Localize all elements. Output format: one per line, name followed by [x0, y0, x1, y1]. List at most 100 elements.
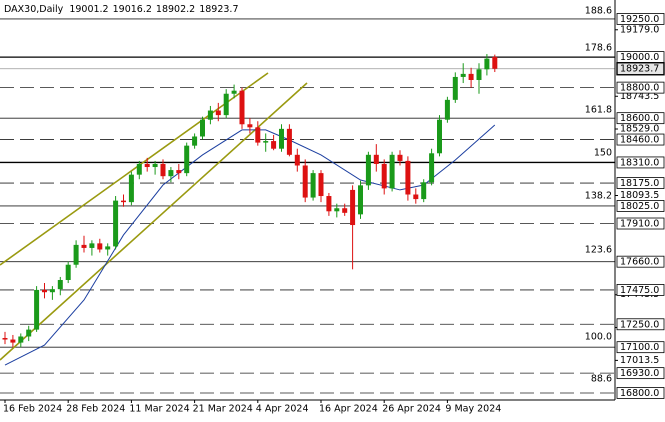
level-label: 18175.0	[620, 178, 659, 189]
candle-body	[136, 163, 142, 175]
candle-body	[484, 58, 490, 70]
x-tick-label: 9 May 2024	[445, 404, 501, 415]
candle-body	[34, 289, 40, 330]
level-label: 17660.0	[620, 257, 659, 268]
candle-body	[302, 165, 308, 198]
level-box	[616, 177, 665, 189]
candle-body	[286, 128, 292, 155]
candle-body	[152, 163, 158, 168]
candle-body	[397, 154, 403, 161]
candle-body	[160, 163, 166, 177]
level-box	[616, 284, 665, 296]
candle-body	[279, 128, 284, 149]
axis-labels: 19179.018743.518529.018093.517443.517229…	[3, 5, 665, 415]
fib-label: 138.2	[585, 191, 612, 202]
fib-label: 100.0	[585, 332, 612, 343]
candle-body	[176, 170, 182, 174]
candle-body	[358, 185, 363, 215]
header-close: 18923.7	[199, 4, 238, 15]
level-label: 17100.0	[620, 342, 659, 353]
x-tick-label: 4 Apr 2024	[256, 404, 309, 415]
level-label: 18310.0	[620, 157, 659, 168]
candle-body	[492, 56, 498, 69]
level-box	[616, 255, 665, 268]
fib-label: 161.8	[585, 105, 612, 116]
candle-body	[460, 73, 466, 77]
level-label: 16930.0	[620, 368, 659, 379]
candle-body	[429, 153, 435, 183]
candles	[2, 54, 498, 366]
level-label: 18025.0	[620, 201, 659, 212]
candle-body	[207, 110, 213, 120]
fib-label: 188.6	[585, 5, 612, 16]
level-box	[616, 387, 665, 399]
level-box	[616, 341, 665, 354]
level-label: 18460.0	[620, 135, 659, 146]
level-box	[616, 156, 665, 169]
candle-body	[255, 127, 261, 143]
candle-body	[65, 264, 71, 280]
candle-body	[2, 338, 8, 340]
level-box	[616, 367, 665, 380]
fib-label: 150	[594, 147, 612, 158]
candle-body	[215, 110, 221, 116]
candle-body	[239, 90, 245, 125]
level-box	[616, 318, 665, 331]
level-box	[616, 13, 665, 25]
y-tick-label: 18529.0	[620, 124, 659, 135]
level-label: 16800.0	[620, 388, 659, 399]
fib-label: 123.6	[585, 245, 612, 256]
y-tick-label: 18093.5	[620, 190, 659, 201]
header: DAX30,Daily 19001.2 19016.2 18902.2 18923.7	[4, 4, 239, 15]
header-low: 18902.2	[156, 4, 195, 15]
candle-body	[310, 173, 316, 198]
candle-body	[128, 174, 134, 203]
price-box	[616, 62, 665, 76]
level-box	[616, 112, 665, 125]
y-tick-label: 17013.5	[620, 355, 659, 366]
candle-body	[192, 136, 198, 146]
y-tick-label: 19179.0	[620, 24, 659, 35]
candle-body	[231, 90, 237, 94]
candle-body	[326, 196, 332, 212]
candle-body	[200, 119, 205, 137]
candle-body	[18, 336, 24, 343]
candle-body	[342, 208, 348, 213]
level-label: 18600.0	[620, 113, 659, 124]
candle-body	[223, 93, 229, 116]
x-tick-label: 16 Feb 2024	[3, 404, 62, 415]
candle-body	[97, 243, 103, 250]
header-high: 19016.2	[113, 4, 152, 15]
candle-body	[247, 124, 253, 128]
candle-body	[121, 200, 126, 203]
x-tick-label: 11 Mar 2024	[129, 404, 189, 415]
level-box	[616, 217, 665, 230]
candle-body	[73, 244, 79, 265]
level-label: 17250.0	[620, 319, 659, 330]
fib-label: 88.6	[591, 374, 612, 385]
candle-body	[184, 145, 190, 174]
y-tick-label: 18743.5	[620, 91, 659, 102]
fib-label: 178.6	[585, 43, 612, 54]
candle-body	[271, 141, 277, 149]
candle-body	[81, 244, 87, 248]
candle-body	[334, 208, 340, 212]
candle-body	[476, 69, 482, 80]
candle-body	[26, 329, 32, 337]
candle-body	[42, 289, 47, 293]
candle-body	[373, 154, 379, 164]
candle-body	[437, 119, 442, 154]
channel-upper	[0, 72, 269, 266]
price-label: 18923.7	[620, 64, 659, 75]
candle-body	[452, 76, 458, 100]
candle-body	[413, 194, 419, 200]
moving-average	[4, 124, 496, 366]
candle-body	[10, 339, 16, 343]
level-box	[616, 200, 665, 212]
level-box	[616, 81, 665, 94]
candle-body	[49, 289, 55, 293]
level-box	[616, 133, 665, 146]
chart-title: DAX30,Daily	[4, 4, 64, 15]
